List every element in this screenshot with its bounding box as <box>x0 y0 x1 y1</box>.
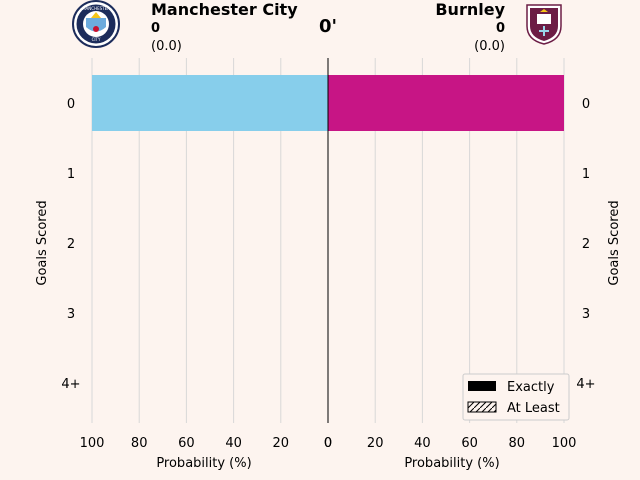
home-x-axis-label: Probability (%) <box>156 456 251 471</box>
svg-text:MANCHESTER: MANCHESTER <box>82 6 110 11</box>
home-y-tick-label: 3 <box>67 307 75 322</box>
legend-at-least-label: At Least <box>507 401 560 416</box>
away-x-tick-label: 0 <box>324 436 332 451</box>
home-score: 0 <box>151 21 160 36</box>
away-crest-icon <box>526 4 562 45</box>
home-x-tick-label: 60 <box>178 436 195 451</box>
home-y-axis-label: Goals Scored <box>35 200 50 285</box>
away-x-tick-label: 60 <box>461 436 478 451</box>
away-x-tick-label: 20 <box>367 436 384 451</box>
home-bar-exactly <box>92 75 328 131</box>
home-y-tick-label: 2 <box>67 237 75 252</box>
away-team-name: Burnley <box>435 0 505 19</box>
away-xg: (0.0) <box>474 39 505 54</box>
legend: Exactly At Least <box>462 373 570 421</box>
svg-text:CITY: CITY <box>92 37 101 42</box>
away-y-tick-label: 1 <box>582 167 590 182</box>
away-x-tick-label: 100 <box>552 436 577 451</box>
away-bar-exactly <box>328 75 564 131</box>
home-xg: (0.0) <box>151 39 182 54</box>
away-x-tick-label: 40 <box>414 436 431 451</box>
legend-exactly-swatch <box>468 381 496 391</box>
match-minute: 0' <box>319 16 337 37</box>
away-score: 0 <box>496 21 505 36</box>
away-y-tick-label: 4+ <box>576 377 595 392</box>
home-y-tick-label: 1 <box>67 167 75 182</box>
home-x-tick-label: 40 <box>225 436 242 451</box>
away-x-tick-label: 80 <box>509 436 526 451</box>
home-crest-icon: MANCHESTER CITY <box>72 0 120 48</box>
home-x-tick-label: 0 <box>324 436 332 451</box>
home-x-tick-label: 100 <box>80 436 105 451</box>
away-y-tick-label: 3 <box>582 307 590 322</box>
legend-at-least-swatch <box>467 401 497 413</box>
home-x-tick-label: 20 <box>273 436 290 451</box>
home-team-name: Manchester City <box>151 0 298 19</box>
away-y-axis-label: Goals Scored <box>607 200 622 285</box>
away-y-tick-label: 0 <box>582 97 590 112</box>
bars <box>92 75 564 131</box>
away-y-tick-label: 2 <box>582 237 590 252</box>
home-y-tick-label: 4+ <box>61 377 80 392</box>
home-y-tick-label: 0 <box>67 97 75 112</box>
legend-exactly-label: Exactly <box>507 380 555 395</box>
away-x-axis-label: Probability (%) <box>404 456 499 471</box>
home-x-tick-label: 80 <box>131 436 148 451</box>
